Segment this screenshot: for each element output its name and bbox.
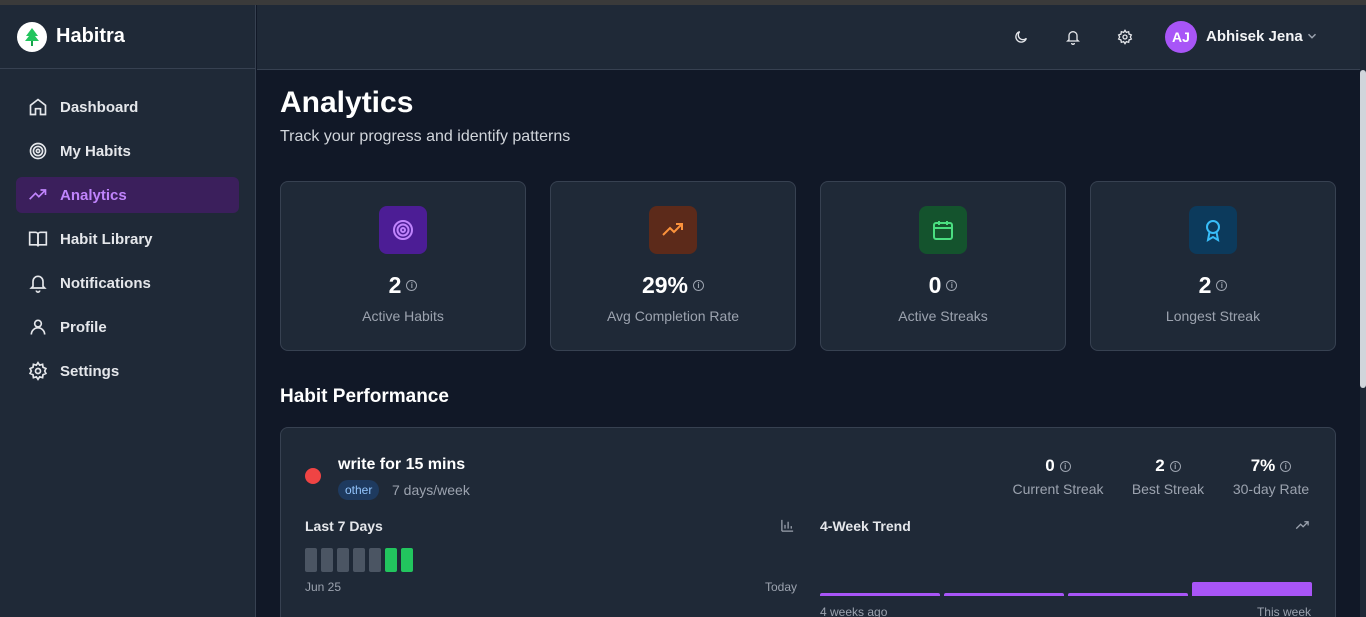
info-icon[interactable]: i [1169,460,1181,472]
stat-value-row: 2 i [1091,272,1335,299]
stat-value-row: 2 i [281,272,525,299]
moon-icon[interactable] [1011,27,1031,47]
stat-card-longest-streak: 2 i Longest Streak [1090,181,1336,351]
info-icon[interactable]: i [406,280,418,291]
stat-label: 30-day Rate [1232,481,1310,497]
sidebar: Habitra Dashboard My Habits Analytics Ha… [0,5,256,617]
trend-start-label: 4 weeks ago [820,605,888,617]
trending-up-icon [649,206,697,254]
sidebar-nav: Dashboard My Habits Analytics Habit Libr… [0,69,255,389]
habit-color-dot [305,468,321,484]
info-icon[interactable]: i [1280,460,1292,472]
page-title: Analytics [280,86,414,119]
stat-value: 2 [1155,456,1165,475]
sidebar-item-habit-library[interactable]: Habit Library [16,221,239,257]
stat-value: 2 [1198,272,1212,298]
target-icon [379,206,427,254]
info-icon[interactable]: i [1216,280,1228,291]
stat-value-row: 29% i [551,272,795,299]
bell-icon[interactable] [1063,27,1083,47]
sidebar-item-profile[interactable]: Profile [16,309,239,345]
sidebar-item-label: Profile [60,318,107,336]
sidebar-item-label: My Habits [60,142,131,160]
stat-label: Current Streak [1012,481,1104,497]
habit-name: write for 15 mins [338,456,466,473]
day-cell [385,548,397,572]
stat-value: 29% [641,272,689,298]
trending-up-icon [1295,518,1310,538]
page-subtitle: Track your progress and identify pattern… [280,128,571,145]
sidebar-item-label: Settings [60,362,120,380]
stat-label: Best Streak [1131,481,1205,497]
trend-bar [1068,593,1188,596]
day-cell [337,548,349,572]
info-icon[interactable]: i [693,280,705,291]
trending-up-icon [28,185,48,205]
stat-label: Active Habits [362,308,444,324]
sidebar-item-settings[interactable]: Settings [16,353,239,389]
book-open-icon [28,229,48,249]
section-title: Habit Performance [280,386,449,407]
day-cell [321,548,333,572]
gear-icon [28,361,48,381]
top-bar: AJ Abhisek Jena [257,5,1360,70]
stat-value-row: 0 i [821,272,1065,299]
window-top-edge [0,0,1366,5]
day-cell [353,548,365,572]
sidebar-item-my-habits[interactable]: My Habits [16,133,239,169]
trend-end-label: This week [1256,605,1311,617]
four-week-trend-title: 4-Week Trend [820,518,911,534]
target-icon [28,141,48,161]
stat-label: Avg Completion Rate [606,308,740,324]
last-7-days-title: Last 7 Days [305,518,383,534]
chevron-down-icon[interactable] [1305,29,1319,48]
gear-icon[interactable] [1115,27,1135,47]
home-icon [28,97,48,117]
bar-chart-icon [780,518,795,538]
brand[interactable]: Habitra [0,5,255,69]
user-icon [28,317,48,337]
today-label: Today [764,580,797,594]
thirty-day-rate-stat: 7% i 30-day Rate [1230,456,1312,497]
bell-icon [28,273,48,293]
start-date-label: Jun 25 [305,580,342,594]
trend-bar [1192,582,1312,596]
day-cell [369,548,381,572]
sidebar-item-label: Habit Library [60,230,153,248]
avatar[interactable]: AJ [1165,21,1197,53]
user-name[interactable]: Abhisek Jena [1206,28,1303,45]
trend-bar [820,593,940,596]
stat-card-avg-completion: 29% i Avg Completion Rate [550,181,796,351]
stat-label: Active Streaks [898,308,988,324]
stat-value: 0 [928,272,942,298]
category-badge: other [338,480,380,500]
habit-frequency: 7 days/week [392,482,470,498]
sidebar-item-label: Dashboard [60,98,139,116]
sidebar-item-dashboard[interactable]: Dashboard [16,89,239,125]
info-icon[interactable]: i [946,280,958,291]
tree-logo-icon [17,21,47,52]
award-icon [1189,206,1237,254]
info-icon[interactable]: i [1059,460,1071,472]
trend-bar [944,593,1064,596]
stat-card-active-habits: 2 i Active Habits [280,181,526,351]
stat-card-active-streaks: 0 i Active Streaks [820,181,1066,351]
last-7-days-grid [305,548,417,572]
stat-value: 2 [388,272,402,298]
calendar-icon [919,206,967,254]
stat-value: 0 [1045,456,1055,475]
scrollbar-thumb[interactable] [1360,70,1366,388]
stat-value: 7% [1250,456,1276,475]
day-cell [305,548,317,572]
stat-label: Longest Streak [1165,308,1261,324]
sidebar-item-notifications[interactable]: Notifications [16,265,239,301]
sidebar-item-analytics[interactable]: Analytics [16,177,239,213]
day-cell [401,548,413,572]
app-name: Habitra [56,25,125,47]
sidebar-item-label: Analytics [60,186,127,204]
sidebar-item-label: Notifications [60,274,151,292]
